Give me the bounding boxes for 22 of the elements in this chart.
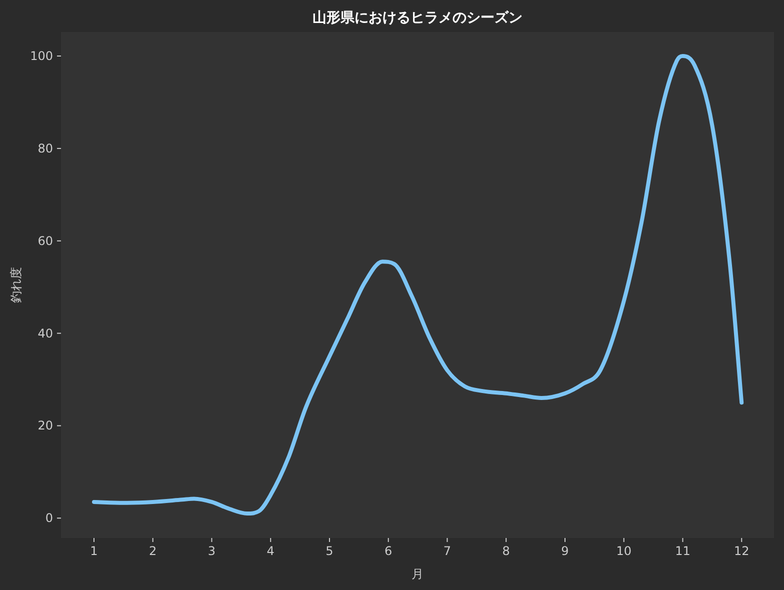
x-tick-label: 7 bbox=[443, 544, 452, 558]
y-tick-label: 40 bbox=[38, 326, 53, 340]
x-tick-label: 6 bbox=[384, 544, 392, 558]
x-tick-label: 10 bbox=[616, 544, 632, 558]
x-tick-label: 12 bbox=[734, 544, 750, 558]
y-tick-label: 0 bbox=[45, 511, 53, 526]
x-tick-label: 1 bbox=[90, 544, 98, 558]
x-axis-title: 月 bbox=[412, 567, 424, 581]
chart-title: 山形県におけるヒラメのシーズン bbox=[312, 10, 522, 26]
y-tick-label: 80 bbox=[38, 141, 53, 156]
x-tick-label: 9 bbox=[561, 544, 569, 558]
x-tick-label: 2 bbox=[149, 544, 157, 558]
y-tick-label: 20 bbox=[38, 418, 53, 433]
y-tick-label: 60 bbox=[38, 234, 53, 248]
y-axis-title: 釣れ度 bbox=[9, 267, 23, 303]
line-series bbox=[92, 54, 744, 516]
x-tick-label: 11 bbox=[675, 544, 690, 558]
x-tick-label: 3 bbox=[208, 544, 216, 558]
x-tick-label: 5 bbox=[326, 544, 334, 558]
y-tick-label: 100 bbox=[30, 49, 53, 64]
x-tick-label: 4 bbox=[266, 544, 274, 558]
x-tick-label: 8 bbox=[502, 544, 510, 558]
